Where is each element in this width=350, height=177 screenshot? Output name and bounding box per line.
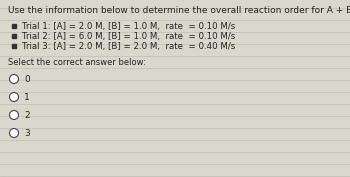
Text: Select the correct answer below:: Select the correct answer below: xyxy=(8,58,146,67)
Text: 0: 0 xyxy=(24,75,30,84)
Text: 1: 1 xyxy=(24,93,30,101)
Circle shape xyxy=(9,129,19,138)
Text: 3: 3 xyxy=(24,129,30,138)
Text: Trial 1: [A] = 2.0 M, [B] = 1.0 M,  rate  = 0.10 M/s: Trial 1: [A] = 2.0 M, [B] = 1.0 M, rate … xyxy=(22,22,235,31)
Text: 2: 2 xyxy=(24,110,30,119)
Circle shape xyxy=(9,110,19,119)
Text: Trial 3: [A] = 2.0 M, [B] = 2.0 M,  rate  = 0.40 M/s: Trial 3: [A] = 2.0 M, [B] = 2.0 M, rate … xyxy=(22,42,235,51)
Text: Use the information below to determine the overall reaction order for A + B → C : Use the information below to determine t… xyxy=(8,6,350,15)
Circle shape xyxy=(9,75,19,84)
Text: Trial 2: [A] = 6.0 M, [B] = 1.0 M,  rate  = 0.10 M/s: Trial 2: [A] = 6.0 M, [B] = 1.0 M, rate … xyxy=(22,32,235,41)
Circle shape xyxy=(9,93,19,101)
